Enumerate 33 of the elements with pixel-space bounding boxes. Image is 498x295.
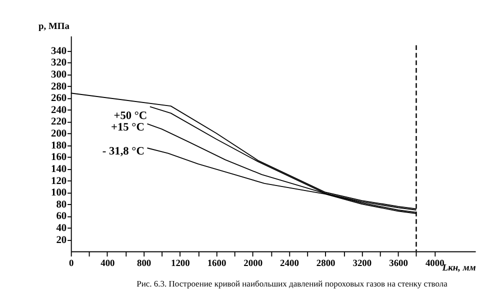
series-label: - 31,8 °C [102,146,144,158]
y-tick-label: 100 [51,188,67,199]
x-tick-label: 1200 [170,258,190,269]
y-axis-title: p, МПа [38,22,70,32]
y-tick-label: 240 [51,104,67,116]
y-tick-label: 180 [51,140,67,152]
y-tick-label: 80 [56,199,67,210]
y-tick-label: 280 [51,81,67,92]
y-tick-label: 160 [51,152,67,164]
y-tick-label: 320 [51,58,67,69]
x-tick-label: 2400 [280,258,300,269]
y-tick-label: 140 [51,164,67,175]
x-tick-label: 3600 [389,258,408,269]
y-tick-label: 260 [51,93,67,104]
x-tick-label: 1600 [207,258,226,269]
series-label: +50 °C [114,110,148,122]
y-tick-label: 340 [51,46,67,57]
series-label: +15 °C [111,121,144,134]
text: Рис. 6.3. Построение кривой наибольших давлений пороховых газов на стенку ствола [136,278,448,288]
x-tick-label: 400 [100,258,116,269]
y-tick-label: 40 [56,222,67,234]
x-tick-label: 3200 [352,258,372,269]
x-axis-title: Lкн, мм [441,264,476,274]
x-tick-label: 2000 [244,258,263,269]
y-tick-label: 20 [56,234,67,246]
y-tick-label: 120 [51,176,67,187]
y-tick-label: 220 [51,116,67,128]
x-tick-label: 2800 [316,258,336,269]
x-tick-label: 800 [136,258,152,269]
y-tick-label: 60 [56,211,67,222]
y-tick-label: 200 [51,128,67,140]
y-tick-label: 300 [51,70,67,81]
x-tick-label: 0 [68,258,74,269]
